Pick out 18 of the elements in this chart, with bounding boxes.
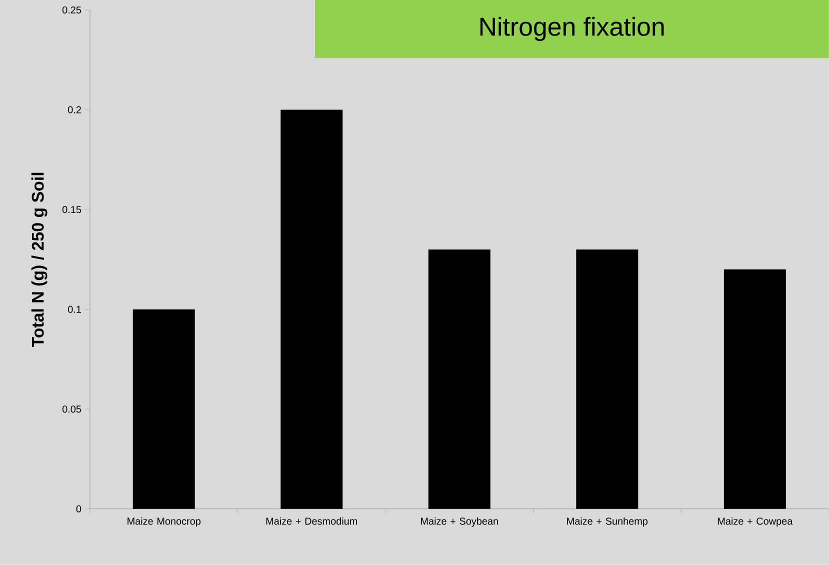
y-tick-label: 0.1 — [68, 306, 81, 313]
y-tick-label: 0.15 — [62, 206, 82, 214]
x-tick-label: Maize + Sunhemp — [567, 517, 648, 527]
bar — [724, 269, 786, 509]
bar — [428, 250, 490, 509]
y-tick-label: 0 — [76, 505, 82, 512]
chart-title: Nitrogen fixation — [480, 16, 664, 42]
bar — [576, 250, 638, 509]
y-axis-title: Total N (g) / 250 g Soil — [31, 172, 48, 348]
x-tick-label: Maize Monocrop — [128, 517, 201, 527]
bar — [132, 309, 195, 509]
y-tick-label: 0.25 — [62, 6, 82, 14]
x-tick-label: Maize + Soybean — [421, 517, 498, 527]
x-tick-label: Maize + Desmodium — [266, 517, 358, 525]
y-tick-label: 0.05 — [62, 406, 82, 413]
y-tick-label: 0.2 — [68, 106, 81, 114]
x-tick-label: Maize + Cowpea — [718, 517, 793, 527]
bar — [280, 110, 343, 509]
